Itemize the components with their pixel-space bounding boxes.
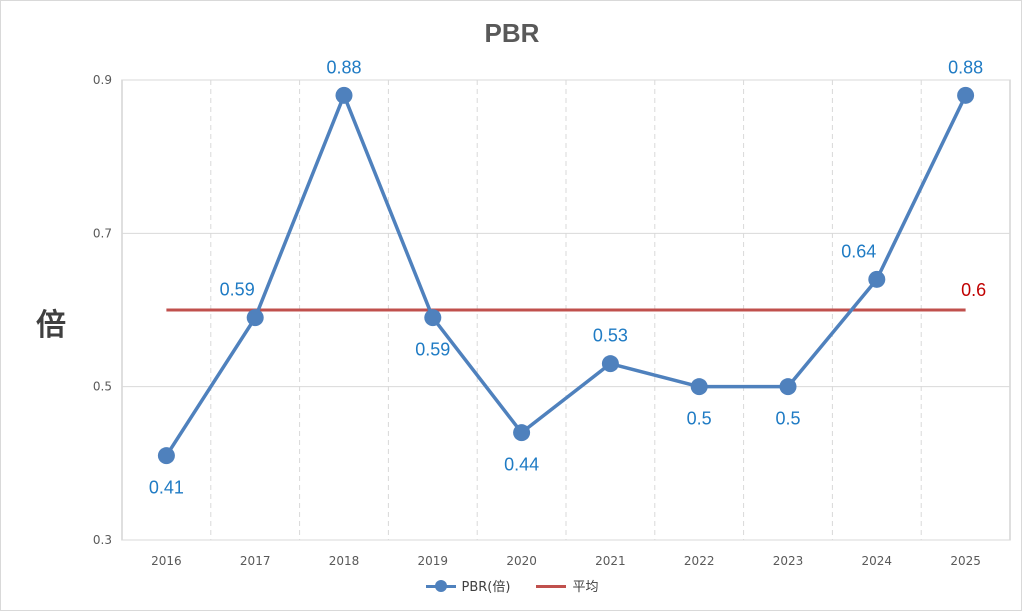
data-label-average: 0.6 (961, 280, 986, 300)
data-label-pbr: 0.41 (149, 478, 184, 498)
legend-item-average: 平均 (536, 576, 598, 595)
chart-title: PBR (484, 18, 540, 48)
x-tick-label: 2016 (151, 554, 182, 568)
x-tick-label: 2022 (684, 554, 715, 568)
x-tick-label: 2017 (240, 554, 271, 568)
legend-swatch-pbr (425, 579, 456, 592)
x-tick-label: 2024 (862, 554, 893, 568)
y-tick-label: 0.3 (93, 533, 112, 547)
x-tick-label: 2020 (506, 554, 537, 568)
data-label-pbr: 0.5 (775, 409, 800, 429)
legend-label-pbr: PBR(倍) (461, 580, 511, 595)
data-label-pbr: 0.59 (220, 280, 255, 300)
legend: PBR(倍) 平均 (0, 576, 1024, 595)
data-label-pbr: 0.88 (326, 57, 361, 77)
data-label-pbr: 0.64 (841, 241, 876, 261)
data-point-pbr (690, 378, 708, 396)
x-tick-label: 2019 (418, 554, 449, 568)
data-point-pbr (424, 309, 442, 327)
data-point-pbr (601, 355, 619, 373)
data-label-pbr: 0.88 (948, 57, 983, 77)
data-label-pbr: 0.44 (504, 455, 539, 475)
legend-swatch-average (536, 580, 567, 592)
y-tick-label: 0.9 (93, 73, 112, 87)
y-axis-label: 倍 (36, 308, 66, 343)
data-point-pbr (957, 86, 975, 104)
series-line-pbr (164, 93, 968, 457)
y-tick-label: 0.5 (93, 380, 112, 394)
data-point-pbr (246, 309, 264, 327)
x-tick-label: 2023 (773, 554, 804, 568)
data-point-pbr (779, 378, 797, 396)
data-point-pbr (157, 447, 175, 465)
data-label-pbr: 0.53 (593, 326, 628, 346)
data-point-pbr (513, 424, 531, 442)
legend-label-average: 平均 (572, 580, 599, 595)
y-tick-label: 0.7 (93, 226, 112, 240)
legend-item-pbr: PBR(倍) (425, 576, 511, 595)
x-tick-label: 2021 (595, 554, 626, 568)
data-label-pbr: 0.59 (415, 340, 450, 360)
data-point-pbr (868, 270, 886, 288)
x-tick-label: 2018 (329, 554, 360, 568)
x-tick-label: 2025 (950, 554, 981, 568)
data-point-pbr (335, 86, 353, 104)
data-label-pbr: 0.5 (687, 409, 712, 429)
